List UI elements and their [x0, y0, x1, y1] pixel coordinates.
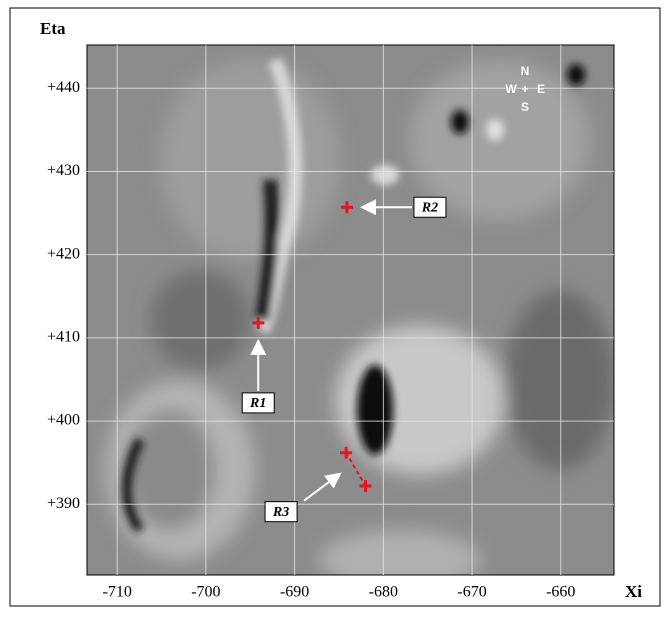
compass-north: N — [521, 64, 530, 78]
x-axis-label: Xi — [625, 582, 642, 601]
y-tick-label: +430 — [47, 162, 80, 179]
y-axis-label: Eta — [40, 19, 66, 38]
y-tick-label: +420 — [47, 245, 80, 262]
y-tick-label: +390 — [47, 495, 80, 512]
x-tick-label: -700 — [191, 584, 220, 601]
figure: Eta Xi N W + E S +440 +430 +420 +410 +400 +39… — [0, 0, 671, 617]
point-label: R2 — [421, 200, 438, 215]
x-tick-label: -680 — [369, 584, 398, 601]
page: {"chart_data": {"type": "scatter", "x_la… — [0, 0, 671, 617]
point-label: R1 — [249, 396, 266, 411]
x-tick-label: -690 — [280, 584, 309, 601]
compass-center: + — [521, 82, 528, 96]
x-tick-label: -670 — [457, 584, 486, 601]
y-tick-label: +440 — [47, 79, 80, 96]
x-tick-label: -660 — [546, 584, 575, 601]
y-tick-label: +410 — [47, 329, 80, 346]
x-tick-label: -710 — [103, 584, 132, 601]
y-tick-label: +400 — [47, 412, 80, 429]
lunar-photo — [87, 45, 615, 590]
compass-east: E — [537, 82, 545, 96]
compass-west: W — [505, 82, 517, 96]
compass-south: S — [521, 100, 529, 114]
point-label: R3 — [272, 505, 289, 520]
